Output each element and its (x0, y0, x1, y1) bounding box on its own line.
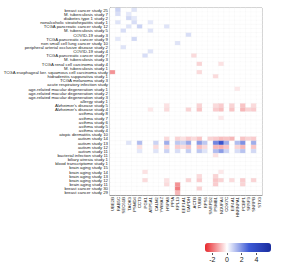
svg-text:Alzheimer's disease study 5: Alzheimer's disease study 5 (54, 103, 108, 109)
svg-text:acute respiratory infection st: acute respiratory infection study (47, 82, 108, 88)
svg-text:NDUFA4: NDUFA4 (219, 196, 224, 214)
svg-text:non small cell lung cancer stu: non small cell lung cancer study 10 (41, 40, 108, 46)
svg-text:Alzheimer's disease study 4: Alzheimer's disease study 4 (54, 107, 108, 113)
svg-text:COVID-19 study 4: COVID-19 study 4 (73, 49, 108, 55)
svg-text:M. tuberculosis study 7: M. tuberculosis study 7 (64, 11, 108, 17)
svg-text:breast cancer study 30: breast cancer study 30 (64, 186, 108, 192)
svg-text:GAPDH: GAPDH (186, 197, 191, 212)
svg-text:diabetes type 1 study 2: diabetes type 1 study 2 (63, 15, 108, 21)
svg-text:SRSF3: SRSF3 (246, 196, 251, 210)
svg-text:TCGA esophageal ker. squamous: TCGA esophageal ker. squamous cell carci… (3, 69, 108, 75)
svg-text:brain aging study 15: brain aging study 15 (69, 165, 108, 171)
svg-text:M. tuberculosis study 5: M. tuberculosis study 5 (64, 28, 108, 34)
svg-text:biliary atresia study 1: biliary atresia study 1 (67, 157, 108, 163)
svg-text:STX3: STX3 (257, 196, 262, 207)
svg-text:COX7C: COX7C (224, 197, 229, 212)
svg-text:4: 4 (254, 256, 258, 263)
svg-text:PCBP1: PCBP1 (241, 196, 246, 211)
svg-text:-2: -2 (209, 256, 215, 263)
svg-text:HSPA8: HSPA8 (165, 196, 170, 210)
svg-text:asthma study 4: asthma study 4 (78, 128, 108, 134)
svg-text:HNRNPA1: HNRNPA1 (235, 196, 240, 217)
svg-text:0: 0 (225, 256, 229, 263)
svg-text:autism study 13: autism study 13 (77, 140, 108, 146)
svg-text:CCT3: CCT3 (137, 196, 142, 208)
svg-text:brain aging study 13: brain aging study 13 (69, 173, 108, 179)
svg-text:TCGA melanoma study 3: TCGA melanoma study 3 (60, 78, 108, 84)
svg-text:SEC61B: SEC61B (121, 197, 126, 214)
svg-text:PSMD4: PSMD4 (132, 196, 137, 211)
svg-text:TAOK3: TAOK3 (127, 196, 132, 210)
svg-text:blood transcriptome study 1: blood transcriptome study 1 (55, 161, 108, 167)
svg-text:nonalcoholic steatohepatitis s: nonalcoholic steatohepatitis study 1 (40, 20, 108, 25)
svg-text:brain aging study 12: brain aging study 12 (69, 178, 108, 183)
svg-text:PPIA: PPIA (170, 197, 175, 207)
svg-text:bacterial infection study 11: bacterial infection study 11 (57, 153, 108, 158)
svg-text:EEF1A1: EEF1A1 (181, 196, 186, 213)
svg-text:asthma study 7: asthma study 7 (78, 115, 108, 121)
svg-text:peripheral arterial occlusive: peripheral arterial occlusive disease st… (24, 45, 108, 50)
svg-text:breast cancer study 29: breast cancer study 29 (65, 190, 109, 195)
svg-text:TCGA renal cell carcinoma stud: TCGA renal cell carcinoma study 4 (41, 61, 108, 67)
svg-text:CALM2: CALM2 (154, 196, 159, 211)
svg-text:ATP5A1: ATP5A1 (148, 196, 153, 212)
svg-text:PSMB1: PSMB1 (213, 196, 218, 211)
svg-text:age-related macular degenerati: age-related macular degeneration study 2 (28, 90, 108, 96)
svg-text:asthma study 5: asthma study 5 (78, 123, 108, 129)
svg-text:PGK1: PGK1 (143, 196, 148, 208)
svg-text:brain aging study 11: brain aging study 11 (69, 182, 108, 188)
svg-text:autism study 12: autism study 12 (77, 144, 108, 150)
svg-text:asthma study 8: asthma study 8 (78, 111, 108, 117)
svg-text:allergy study 1: allergy study 1 (80, 99, 108, 104)
svg-text:brain aging study 14: brain aging study 14 (69, 169, 108, 175)
svg-text:M. tuberculosis study 1: M. tuberculosis study 1 (64, 65, 108, 71)
svg-text:M. tuberculosis study 3: M. tuberculosis study 3 (64, 57, 108, 63)
svg-text:age-related macular degenerati: age-related macular degeneration study 1 (28, 86, 108, 92)
svg-text:autism study 14: autism study 14 (77, 136, 108, 142)
svg-text:RPL13: RPL13 (175, 196, 180, 210)
svg-text:TCGA pancreatic cancer study 9: TCGA pancreatic cancer study 9 (46, 36, 108, 42)
svg-text:UBE2B: UBE2B (110, 197, 115, 211)
svg-text:autism study 11: autism study 11 (78, 148, 108, 154)
svg-text:RAB5C: RAB5C (116, 197, 121, 211)
svg-text:hidradenitis suppurativa study: hidradenitis suppurativa study 1 (47, 74, 108, 80)
svg-text:YWHAZ: YWHAZ (159, 197, 164, 213)
svg-text:RPS6: RPS6 (203, 196, 208, 208)
svg-text:TUBB: TUBB (197, 197, 202, 209)
svg-text:TCGA pancreatic cancer study 1: TCGA pancreatic cancer study 12 (43, 24, 108, 30)
svg-text:breast cancer study 25: breast cancer study 25 (64, 7, 108, 13)
svg-text:ACTB: ACTB (192, 197, 197, 209)
svg-text:TCGA pancreatic cancer study 7: TCGA pancreatic cancer study 7 (46, 53, 108, 59)
svg-text:age-related macular degenerati: age-related macular degeneration study 3 (28, 94, 108, 100)
svg-text:atopic dermatitis study 10: atopic dermatitis study 10 (59, 132, 108, 138)
svg-text:SNRPB: SNRPB (251, 197, 256, 212)
svg-text:COVID-19 study 3: COVID-19 study 3 (73, 32, 108, 38)
svg-text:2: 2 (240, 256, 244, 263)
svg-text:SNRPD2: SNRPD2 (208, 196, 213, 214)
svg-text:asthma study 6: asthma study 6 (78, 119, 108, 125)
svg-text:EIF4A1: EIF4A1 (230, 196, 235, 211)
